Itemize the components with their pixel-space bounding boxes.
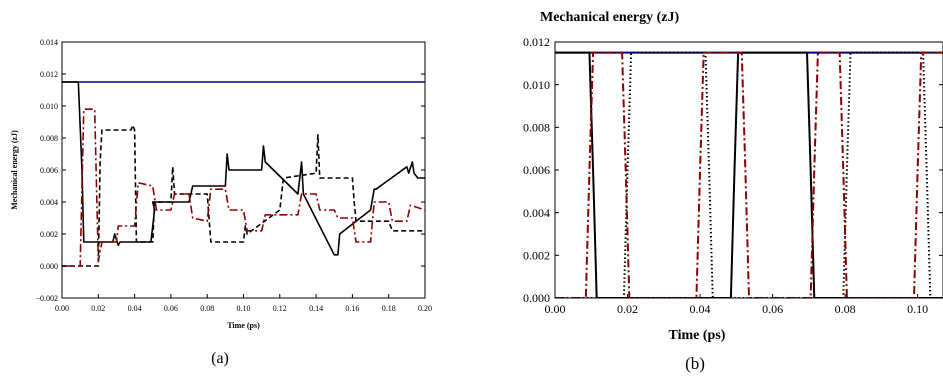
y-tick-label: 0.010 — [523, 78, 550, 92]
y-axis-title: Mechanical energy (zJ) — [10, 130, 19, 210]
x-tick-label: 0.08 — [200, 304, 214, 313]
x-tick-label: 0.14 — [309, 304, 323, 313]
x-tick-label: 0.00 — [545, 302, 566, 316]
plot-frame — [554, 41, 943, 299]
series-line-dashed-2 — [62, 124, 425, 267]
x-tick-label: 0.18 — [382, 304, 396, 313]
series-line-dashdot-3 — [555, 51, 943, 298]
y-tick-label: 0.012 — [523, 35, 550, 49]
y-tick-label: 0.008 — [40, 134, 58, 143]
chart-a: 0.00 0.02 0.04 0.06 0.08 0.10 0.12 0.14 0.16 0.18… — [10, 38, 432, 367]
x-tick-label: 0.06 — [762, 302, 783, 316]
y-tick-label: 0.004 — [523, 206, 550, 220]
x-tick-label: 0.02 — [617, 302, 638, 316]
x-tick-label: 0.10 — [237, 304, 251, 313]
x-tick-label: 0.20 — [418, 304, 432, 313]
x-axis-title: Time (ps) — [669, 328, 726, 343]
y-tick-label: 0.004 — [40, 198, 58, 207]
x-tick-label: 0.06 — [164, 304, 178, 313]
series-line-dotted-2 — [555, 51, 943, 298]
y-tick-label: 0.002 — [40, 230, 58, 239]
y-tick-label: 0.000 — [523, 291, 550, 305]
series-line-solid-1 — [62, 81, 425, 256]
x-tick-label: 0.02 — [91, 304, 105, 313]
y-tick-label: 0.006 — [40, 166, 58, 175]
x-tick-label: 0.04 — [128, 304, 142, 313]
chart-title: Mechanical energy (zJ) — [540, 10, 680, 25]
y-tick-label: 0.002 — [523, 249, 550, 263]
panel-caption: (b) — [685, 354, 705, 373]
x-tick-label: 0.12 — [273, 304, 287, 313]
y-tick-label: −0.002 — [35, 294, 58, 303]
y-tick-label: 0.000 — [40, 262, 58, 271]
x-tick-label: 0.00 — [55, 304, 69, 313]
panel-caption: (a) — [211, 350, 229, 367]
x-tick-label: 0.04 — [690, 302, 711, 316]
y-tick-label: 0.008 — [523, 121, 550, 135]
y-tick-label: 0.006 — [523, 163, 550, 177]
x-tick-label: 0.08 — [835, 302, 856, 316]
x-axis-title: Time (ps) — [227, 321, 260, 330]
y-tick-label: 0.012 — [40, 70, 58, 79]
y-tick-label: 0.010 — [40, 102, 58, 111]
x-tick-label: 0.16 — [345, 304, 359, 313]
series-line-solid-1 — [555, 51, 943, 298]
chart-b: 0.00 0.02 0.04 0.06 0.08 0.10 0.000 0.002 0.004 0… — [523, 10, 943, 373]
y-tick-label: 0.014 — [40, 38, 58, 47]
x-tick-label: 0.10 — [907, 302, 928, 316]
